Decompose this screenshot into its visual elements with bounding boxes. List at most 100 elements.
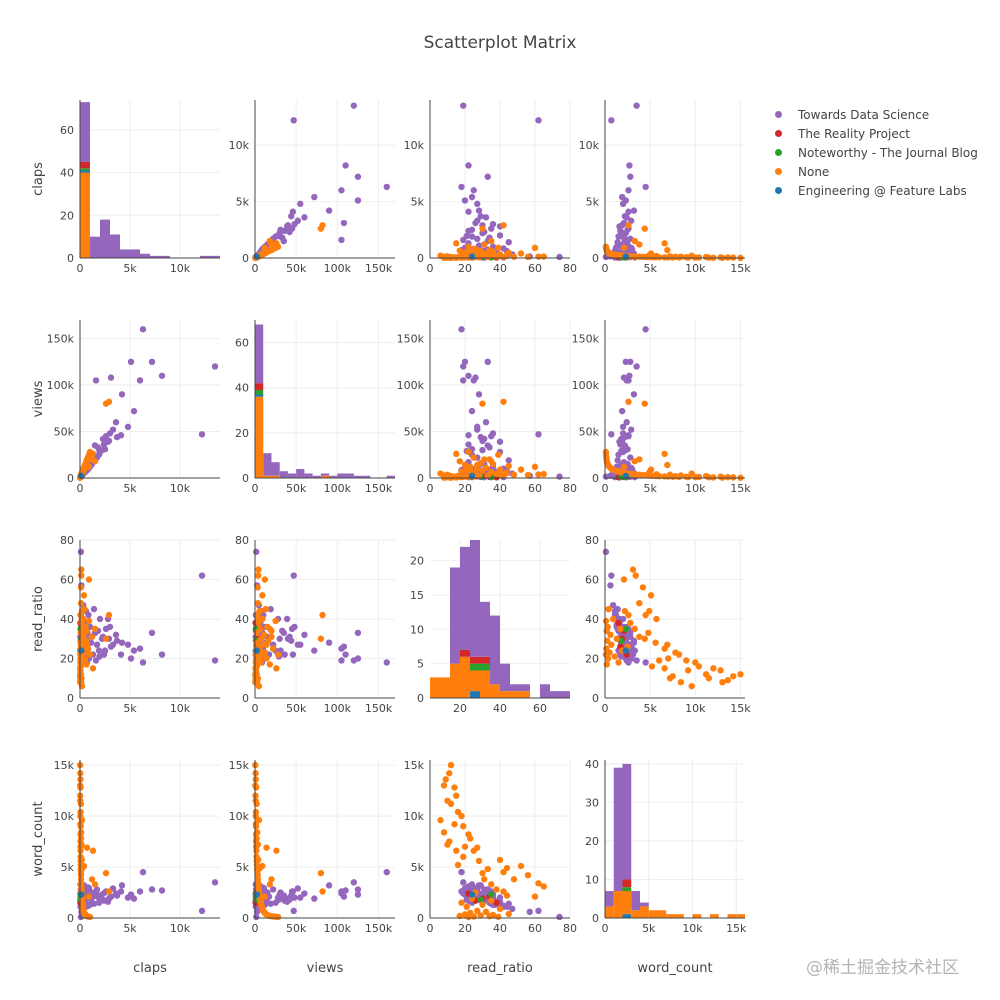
scatter-point — [556, 253, 563, 261]
scatter-point — [454, 473, 462, 481]
scatter-point — [618, 193, 626, 201]
scatter-point — [325, 639, 333, 646]
scatter-point — [294, 641, 302, 648]
legend[interactable]: Towards Data Science The Reality Project… — [772, 105, 978, 200]
scatter-point — [453, 240, 460, 247]
scatter-point — [474, 461, 481, 469]
y-tick-label: 80 — [60, 534, 74, 547]
scatter-point — [301, 214, 308, 221]
x-tick-label: 0 — [77, 922, 84, 935]
scatter-point — [255, 615, 262, 623]
scatter-point — [636, 600, 643, 607]
x-tick-label: 150k — [365, 922, 393, 935]
y-tick-label: 50k — [54, 426, 75, 439]
y-tick-label: 20 — [585, 835, 599, 848]
scatter-point — [618, 232, 625, 240]
scatter-point — [620, 244, 628, 252]
scatter-point — [468, 253, 476, 260]
x-tick-label: 15k — [726, 922, 747, 935]
histogram-bar — [210, 255, 220, 258]
scatter-point — [105, 611, 113, 619]
scatter-point — [602, 243, 610, 250]
y-tick-label: 150k — [397, 333, 425, 346]
scatter-point — [78, 829, 85, 836]
scatter-point — [460, 853, 467, 861]
scatter-point — [263, 641, 270, 648]
scatter-point — [627, 173, 634, 180]
scatter-point — [619, 200, 627, 208]
histogram-bar — [263, 453, 272, 476]
scatter-point — [78, 841, 85, 848]
scatter-point — [724, 677, 732, 684]
scatter-point — [350, 879, 358, 886]
x-tick-label: 5k — [123, 482, 137, 495]
scatter-point — [603, 627, 610, 635]
scatter-point — [288, 892, 295, 899]
scatter-point — [383, 868, 390, 876]
scatter-point — [556, 913, 563, 921]
scatter-point — [148, 358, 156, 366]
legend-item[interactable]: Noteworthy - The Journal Blog — [772, 143, 978, 162]
scatter-point — [479, 225, 486, 232]
scatter-point — [252, 657, 260, 664]
scatter-point — [481, 876, 488, 883]
histogram-bar — [480, 656, 490, 664]
scatter-point — [85, 617, 93, 625]
y-tick-label: 100k — [47, 379, 75, 392]
scatter-point — [666, 675, 674, 682]
scatter-point — [479, 400, 486, 407]
legend-item[interactable]: The Reality Project — [772, 124, 978, 143]
scatter-point — [252, 784, 260, 791]
scatter-point — [665, 655, 672, 662]
scatter-point — [440, 829, 448, 836]
x-tick-label: 80 — [563, 922, 577, 935]
scatter-point — [253, 847, 260, 854]
scatter-point — [460, 254, 467, 261]
scatter-point — [458, 899, 465, 906]
histogram-bar — [622, 879, 632, 888]
y-tick-label: 60 — [60, 574, 74, 587]
scatter-point — [646, 251, 653, 259]
scatter-point — [503, 469, 511, 476]
histogram-bar — [345, 473, 354, 478]
scatter-point — [503, 864, 511, 872]
x-tick-label: 0 — [427, 262, 434, 275]
scatter-point — [454, 808, 462, 816]
scatter-point — [79, 607, 86, 615]
scatter-point — [91, 881, 99, 888]
histogram-bar — [648, 910, 658, 918]
legend-item[interactable]: Towards Data Science — [772, 105, 978, 124]
scatter-point — [442, 776, 449, 783]
scatter-point — [90, 605, 98, 613]
scatter-point — [625, 208, 632, 215]
scatter-point — [468, 891, 476, 898]
scatter-point — [468, 226, 476, 233]
x-tick-label: 60 — [528, 262, 542, 275]
scatter-point — [311, 193, 318, 201]
histogram-bar — [480, 601, 490, 657]
histogram-bar — [631, 910, 640, 918]
scatter-point — [77, 823, 84, 830]
legend-item[interactable]: Engineering @ Feature Labs — [772, 181, 978, 200]
legend-item[interactable]: None — [772, 162, 978, 181]
histogram-bar — [520, 684, 530, 692]
scatter-point — [124, 423, 132, 431]
scatter-point — [465, 441, 472, 448]
x-tick-label: 5k — [643, 482, 657, 495]
scatter-point — [458, 326, 465, 333]
scatter-point — [198, 907, 206, 915]
y-tick-label: 10k — [229, 139, 250, 152]
histogram-bar — [560, 691, 570, 698]
y-tick-label: 0 — [417, 692, 424, 705]
legend-marker-icon — [775, 130, 782, 137]
scatter-point — [136, 377, 144, 384]
scatter-point — [618, 447, 625, 455]
histogram-bar — [255, 394, 264, 397]
histogram-bar — [271, 462, 280, 476]
scatter-point — [460, 823, 467, 830]
y-tick-label: 80 — [585, 534, 599, 547]
scatter-point — [124, 894, 132, 901]
x-tick-label: 60 — [528, 482, 542, 495]
scatter-point — [645, 629, 652, 637]
scatter-point — [130, 895, 138, 902]
